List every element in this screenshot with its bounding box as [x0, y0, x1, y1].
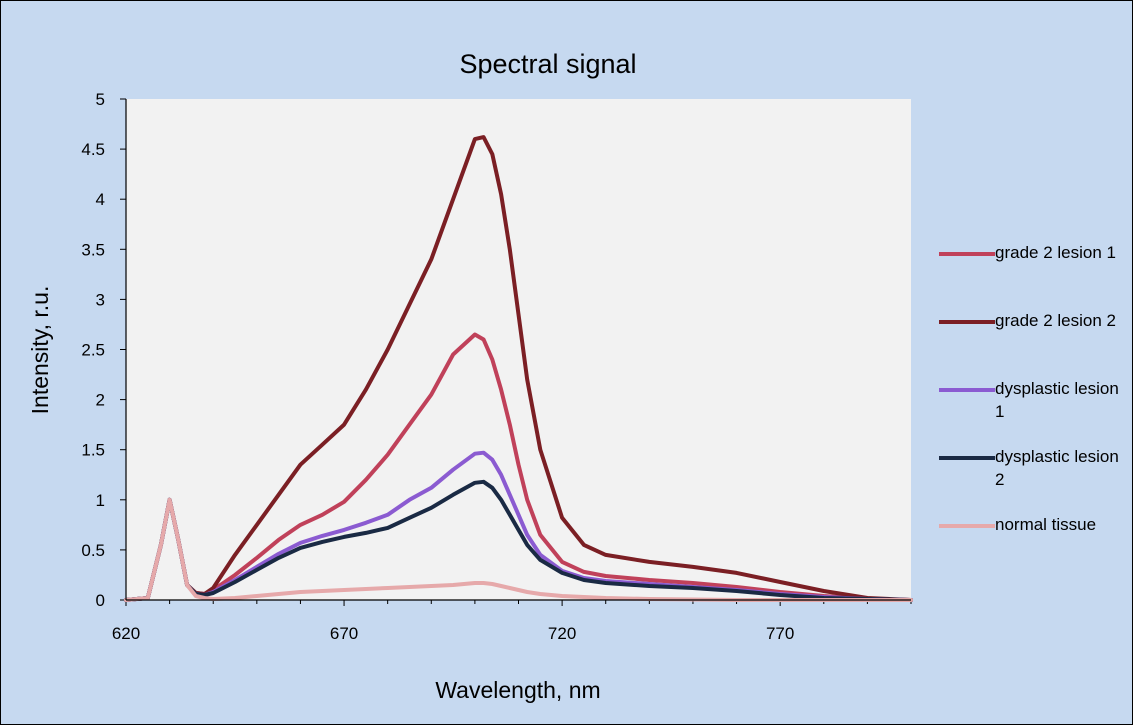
legend-label: dysplastic lesion 1 — [995, 379, 1119, 421]
y-tick-label: 2.5 — [81, 341, 105, 360]
series-line-4 — [124, 479, 913, 602]
y-tick-label: 1 — [96, 491, 105, 510]
legend-swatch — [939, 252, 995, 256]
legend-label: grade 2 lesion 2 — [995, 311, 1116, 330]
y-tick-label: 4 — [96, 190, 105, 209]
legend-item-dysplastic-lesion-2: dysplastic lesion 2 — [939, 445, 1129, 513]
y-tick-label: 1.5 — [81, 441, 105, 460]
x-axis-label: Wavelength, nm — [435, 677, 600, 703]
legend-item-grade-2-lesion-2: grade 2 lesion 2 — [939, 309, 1129, 377]
legend-label: normal tissue — [995, 515, 1097, 534]
legend-item-grade-2-lesion-1: grade 2 lesion 1 — [939, 241, 1129, 309]
legend-swatch — [939, 320, 995, 324]
legend-swatch — [939, 524, 995, 528]
y-tick-label: 3 — [96, 290, 105, 309]
axes — [125, 99, 911, 601]
series-lines — [124, 135, 913, 602]
x-tick-label: 720 — [548, 624, 576, 643]
y-tick-label: 3.5 — [81, 240, 105, 259]
axis-ticks: 0 0.5 1 1.5 2 2.5 3 3.5 4 4.5 5 620 670 720 770 — [81, 90, 912, 643]
y-tick-label: 4.5 — [81, 140, 105, 159]
x-tick-label: 770 — [766, 624, 794, 643]
legend-item-normal-tissue: normal tissue — [939, 513, 1129, 581]
legend: grade 2 lesion 1 grade 2 lesion 2 dyspla… — [939, 241, 1129, 581]
legend-label: grade 2 lesion 1 — [995, 243, 1116, 262]
x-tick-label: 670 — [330, 624, 358, 643]
series-line-5 — [124, 497, 913, 602]
legend-swatch — [939, 388, 995, 392]
y-tick-label: 0.5 — [81, 541, 105, 560]
x-tick-label: 620 — [112, 624, 140, 643]
chart-title: Spectral signal — [459, 49, 636, 79]
y-axis-label: Intensity, r.u. — [27, 286, 53, 415]
plot-area — [126, 99, 911, 600]
y-tick-label: 2 — [96, 391, 105, 410]
y-tick-label: 5 — [96, 90, 105, 109]
legend-item-dysplastic-lesion-1: dysplastic lesion 1 — [939, 377, 1129, 445]
legend-label: dysplastic lesion 2 — [995, 447, 1119, 489]
y-tick-label: 0 — [96, 591, 105, 610]
legend-swatch — [939, 456, 995, 460]
